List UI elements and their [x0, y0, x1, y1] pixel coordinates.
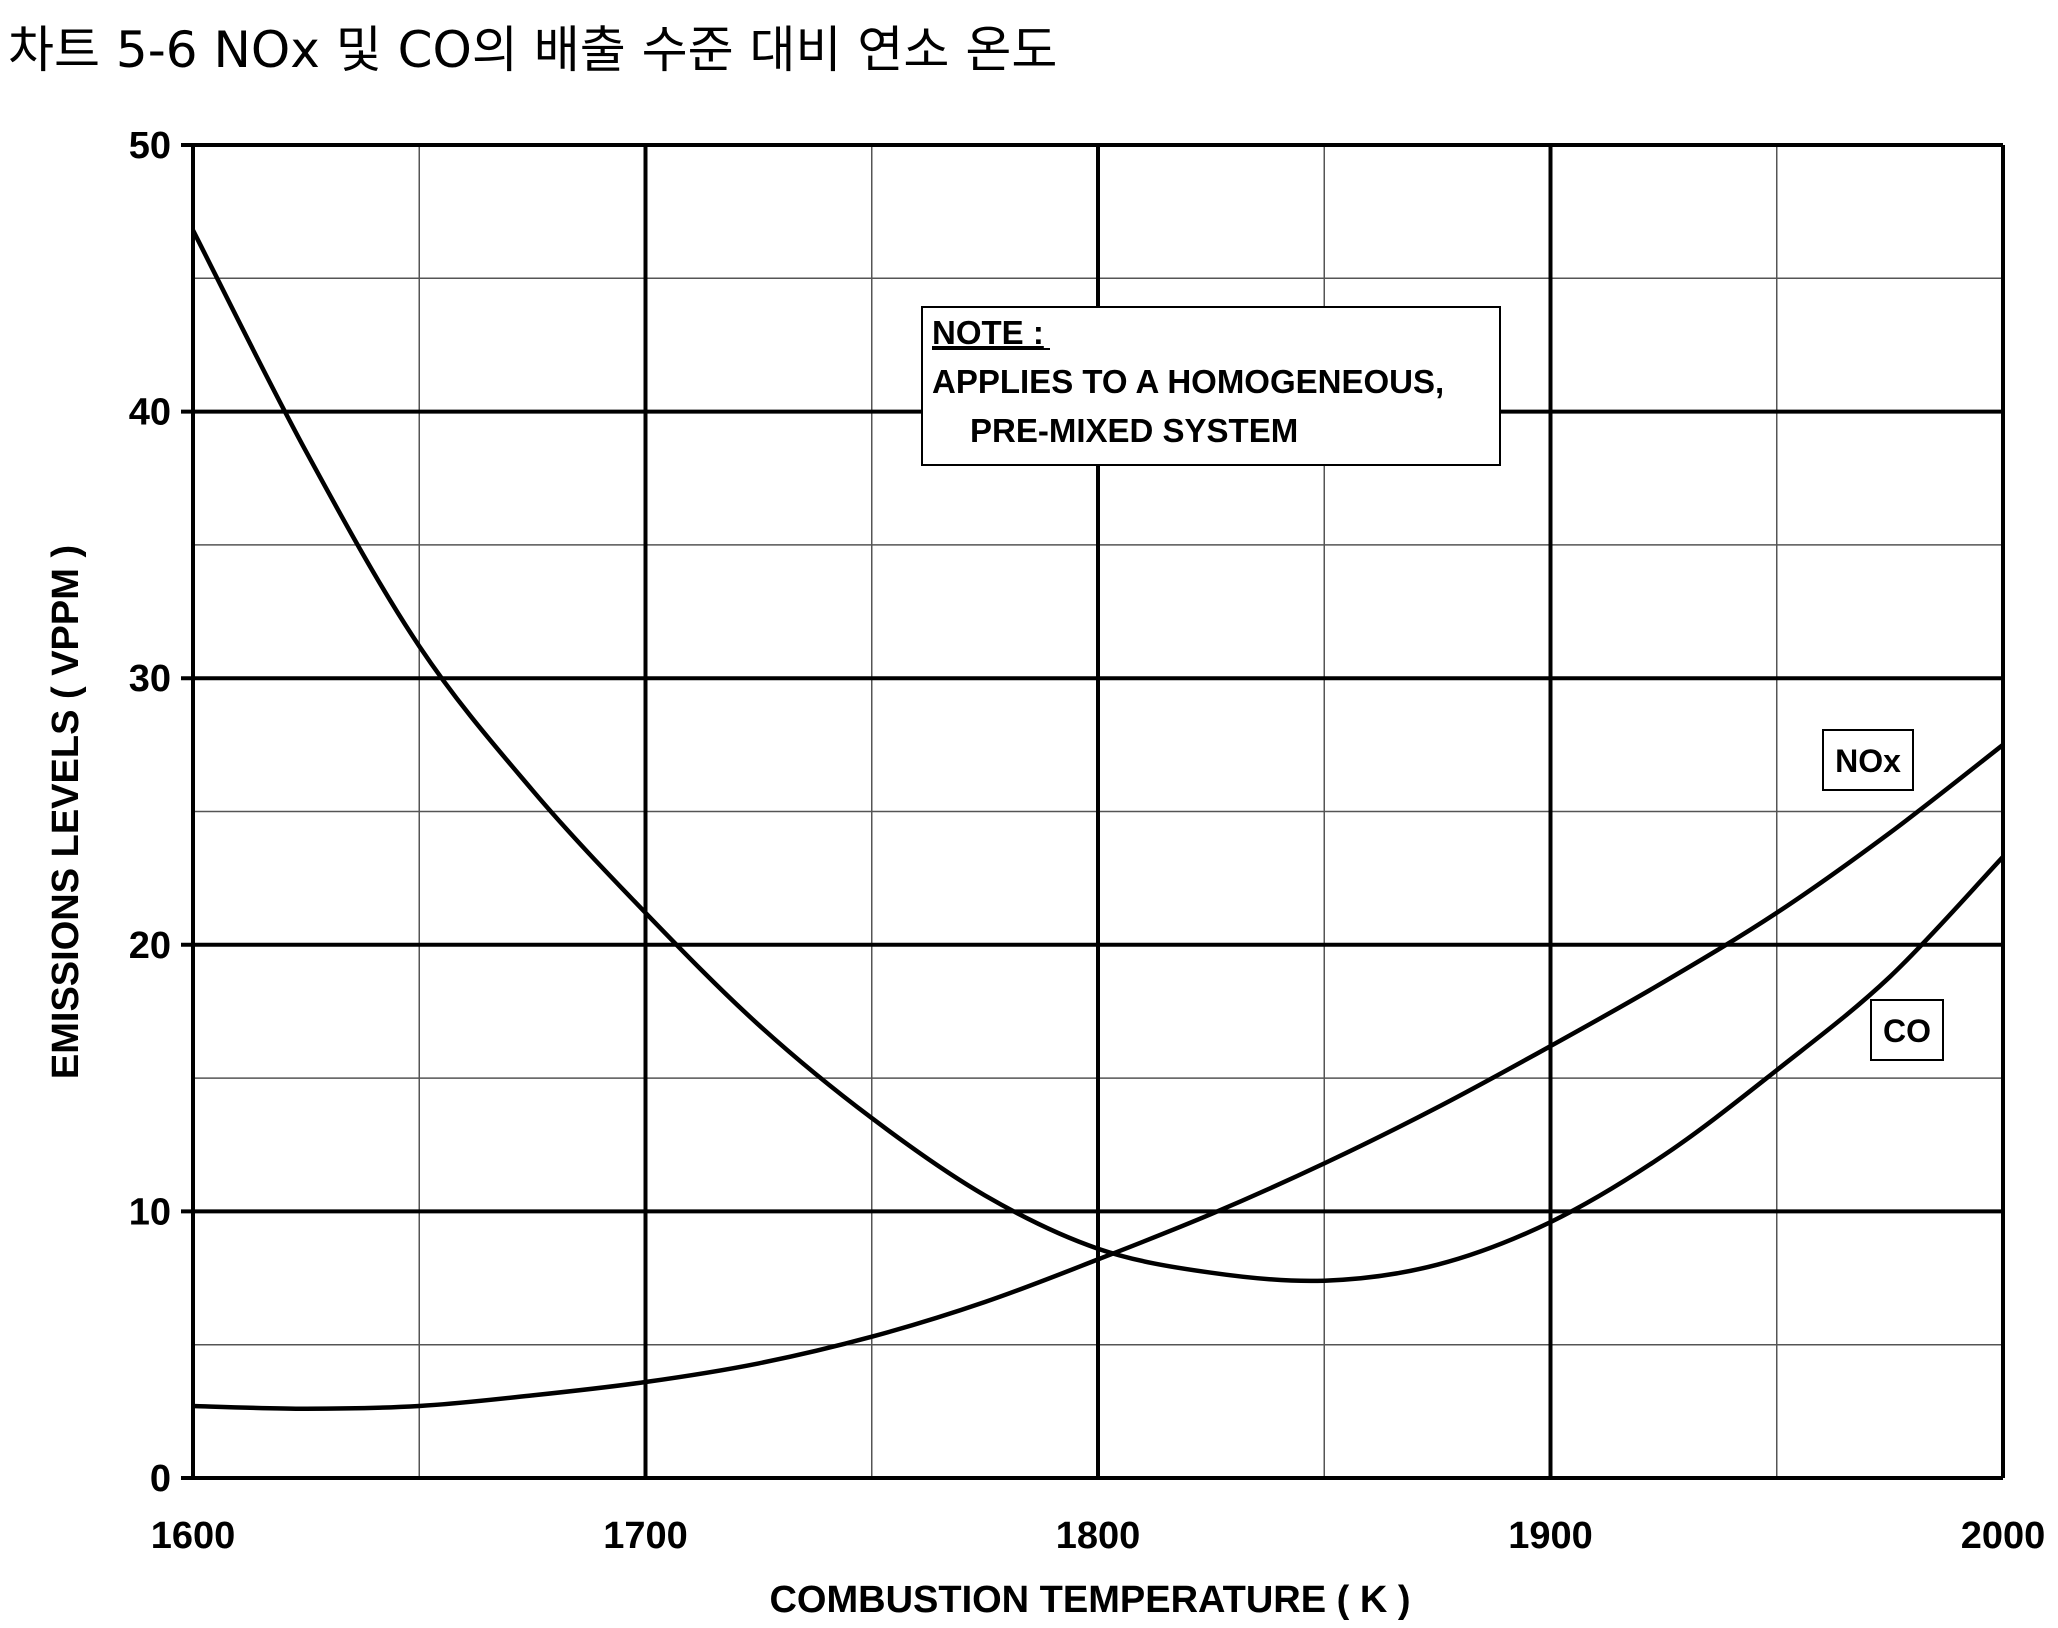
co-series-label-text: CO — [1883, 1013, 1931, 1049]
note-line-2: PRE-MIXED SYSTEM — [970, 412, 1298, 449]
x-axis-title: COMBUSTION TEMPERATURE ( K ) — [769, 1579, 1410, 1621]
x-tick-label: 1700 — [603, 1515, 688, 1557]
x-tick-label: 2000 — [1961, 1515, 2046, 1557]
x-tick-label: 1900 — [1508, 1515, 1593, 1557]
series-lines — [190, 229, 2005, 1411]
note-heading: NOTE : — [932, 314, 1044, 351]
chart-caption: 차트 5-6 NOx 및 CO의 배출 수준 대비 연소 온도 — [8, 21, 1058, 79]
x-tick-label: 1800 — [1056, 1515, 1141, 1557]
nox-series-line — [192, 743, 2005, 1411]
co-series-line — [190, 229, 2005, 1284]
y-tick-label: 30 — [129, 658, 171, 700]
y-tick-label: 50 — [129, 125, 171, 167]
tick-labels: 1600 1700 1800 1900 2000 0 10 20 30 40 50 — [129, 125, 2046, 1557]
nox-series-label-text: NOx — [1835, 743, 1901, 779]
y-axis-title: EMISSIONS LEVELS ( VPPM ) — [45, 545, 87, 1079]
y-tick-label: 0 — [150, 1458, 171, 1500]
co-series-label: CO — [1870, 999, 1944, 1061]
note-line-1: APPLIES TO A HOMOGENEOUS, — [932, 363, 1444, 400]
nox-series-label: NOx — [1822, 729, 1914, 791]
x-tick-label: 1600 — [151, 1515, 236, 1557]
y-tick-label: 40 — [129, 392, 171, 434]
note-box: NOTE : APPLIES TO A HOMOGENEOUS, PRE-MIX… — [921, 306, 1501, 466]
y-tick-label: 10 — [129, 1191, 171, 1233]
y-tick-label: 20 — [129, 925, 171, 967]
